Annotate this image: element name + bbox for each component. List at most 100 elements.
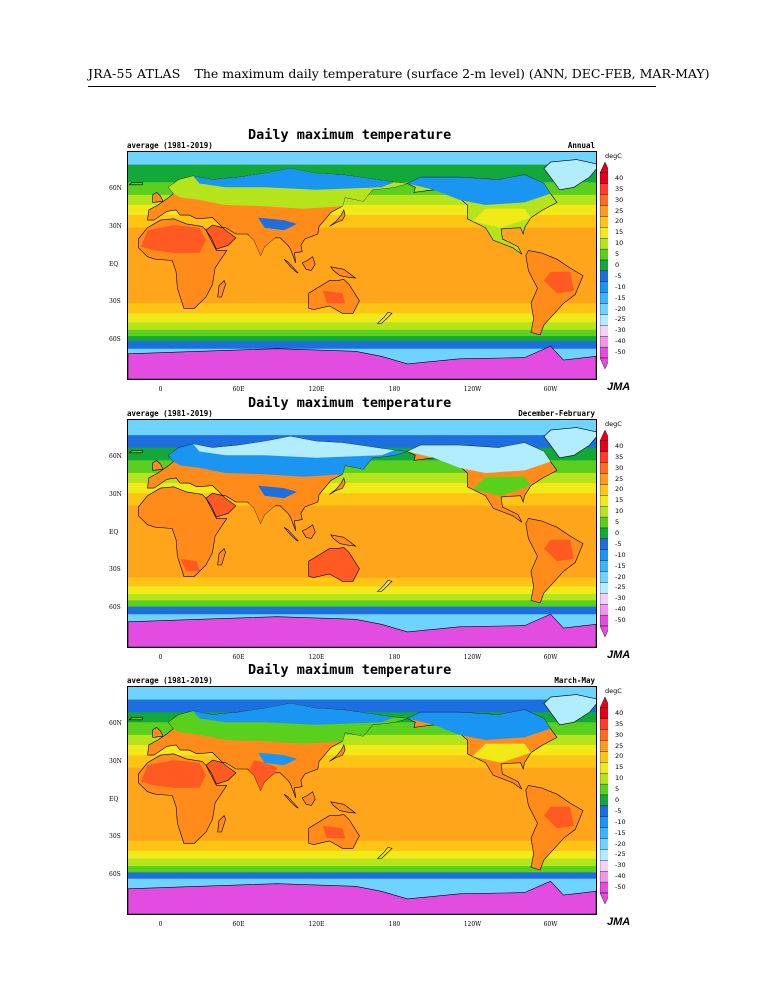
iceland-land xyxy=(128,716,143,721)
colorbar-swatch xyxy=(600,871,608,883)
colorbar-swatch xyxy=(600,194,608,206)
sumatra-land xyxy=(283,526,299,542)
arabia-land xyxy=(205,759,237,785)
colorbar-label: 40 xyxy=(615,708,624,717)
newguinea-land xyxy=(330,266,357,279)
latitude-label: 30N xyxy=(109,222,122,230)
colorbar-swatch xyxy=(600,292,608,304)
temperature-map xyxy=(127,419,597,648)
canada-cold xyxy=(407,442,551,473)
ocean-band xyxy=(128,322,596,331)
colorbar-label: 0 xyxy=(615,260,620,269)
colorbar-label: -25 xyxy=(615,315,626,324)
longitude-label: 60E xyxy=(232,654,245,661)
colorbar-label: -50 xyxy=(615,616,626,625)
colorbar-label: 0 xyxy=(615,795,620,804)
siberia-cold xyxy=(193,168,395,190)
colorbar-swatch xyxy=(600,707,608,719)
map-panel-annual: Daily maximum temperature average (1981-… xyxy=(0,127,765,400)
latitude-label: 60N xyxy=(109,719,122,727)
longitude-label: 180 xyxy=(388,386,401,393)
colorbar-swatch xyxy=(600,614,608,627)
colorbar-unit: degC xyxy=(605,687,622,695)
kalahari xyxy=(180,290,200,304)
ocean-band xyxy=(128,745,596,756)
colorbar-label: 10 xyxy=(615,239,624,248)
colorbar-min-arrow xyxy=(600,892,608,905)
colorbar xyxy=(600,430,608,638)
colorbar-label: 5 xyxy=(615,250,620,259)
greenland-land xyxy=(543,694,596,726)
colorbar-label: 0 xyxy=(615,528,620,537)
colorbar-label: -20 xyxy=(615,304,626,313)
ocean-band xyxy=(128,699,596,713)
japan-land xyxy=(329,209,346,227)
arabia-land xyxy=(205,492,237,518)
colorbar-label: 5 xyxy=(615,785,620,794)
colorbar-swatch xyxy=(600,484,608,496)
panel-title: Daily maximum temperature xyxy=(248,395,452,411)
newzealand-land xyxy=(376,311,393,324)
sahara-hot xyxy=(141,493,206,521)
colorbar-label: -5 xyxy=(615,806,622,815)
colorbar-swatch xyxy=(600,281,608,293)
greenland-land xyxy=(543,427,596,459)
latitude-label: 30S xyxy=(109,298,121,306)
colorbar-swatch xyxy=(600,549,608,561)
colorbar-label: -50 xyxy=(615,883,626,892)
latitude-label: 60S xyxy=(109,604,121,612)
colorbar-max-arrow xyxy=(600,162,608,174)
colorbar-swatch xyxy=(600,227,608,239)
ocean-band xyxy=(128,336,596,342)
colorbar-swatch xyxy=(600,582,608,594)
tibet-plateau xyxy=(258,485,297,499)
ocean-band xyxy=(128,577,596,587)
south-america-land xyxy=(525,250,584,336)
longitude-label: 0 xyxy=(158,654,163,661)
ocean-band xyxy=(128,472,596,484)
colorbar-swatch xyxy=(600,259,608,272)
brazil-hot xyxy=(544,539,574,562)
ocean-band xyxy=(128,313,596,323)
sahara-hot xyxy=(141,225,206,253)
colorbar-label: 20 xyxy=(615,752,624,761)
longitude-label: 120W xyxy=(463,921,482,928)
longitude-label: 60E xyxy=(232,386,245,393)
longitude-label: 120E xyxy=(308,921,325,928)
colorbar-label: 5 xyxy=(615,518,620,527)
ocean-band xyxy=(128,204,596,216)
ocean-band xyxy=(128,341,596,350)
colorbar-swatch xyxy=(600,516,608,529)
sahara-hot xyxy=(141,760,206,788)
page-header: JRA-55 ATLAS The maximum daily temperatu… xyxy=(88,66,710,87)
colorbar-swatch xyxy=(600,205,608,217)
latitude-label: 60S xyxy=(109,336,121,344)
colorbar-swatch xyxy=(600,451,608,463)
ocean-band xyxy=(128,586,596,595)
colorbar-swatch xyxy=(600,849,608,861)
longitude-label: 180 xyxy=(388,654,401,661)
colorbar-label: 35 xyxy=(615,184,624,193)
panel-period: average (1981-2019) xyxy=(127,409,213,418)
panel-title: Daily maximum temperature xyxy=(248,662,452,678)
colorbar-swatch xyxy=(600,827,608,839)
colorbar-min-arrow xyxy=(600,625,608,638)
map-panel-mam: Daily maximum temperature average (1981-… xyxy=(0,662,765,935)
colorbar-swatch xyxy=(600,794,608,807)
colorbar-label: 20 xyxy=(615,217,624,226)
tibet-plateau xyxy=(258,752,297,766)
newzealand-land xyxy=(376,846,393,859)
borneo-land xyxy=(301,256,316,271)
colorbar-label: -50 xyxy=(615,348,626,357)
colorbar-swatch xyxy=(600,538,608,550)
colorbar-swatch xyxy=(600,805,608,817)
colorbar-swatch xyxy=(600,336,608,348)
longitude-label: 60W xyxy=(543,921,558,928)
colorbar-label: -20 xyxy=(615,572,626,581)
colorbar-swatch xyxy=(600,270,608,282)
colorbar-swatch xyxy=(600,238,608,250)
greenland-land xyxy=(543,159,596,191)
madagascar-land xyxy=(217,280,226,298)
colorbar-label: 20 xyxy=(615,485,624,494)
colorbar xyxy=(600,697,608,905)
